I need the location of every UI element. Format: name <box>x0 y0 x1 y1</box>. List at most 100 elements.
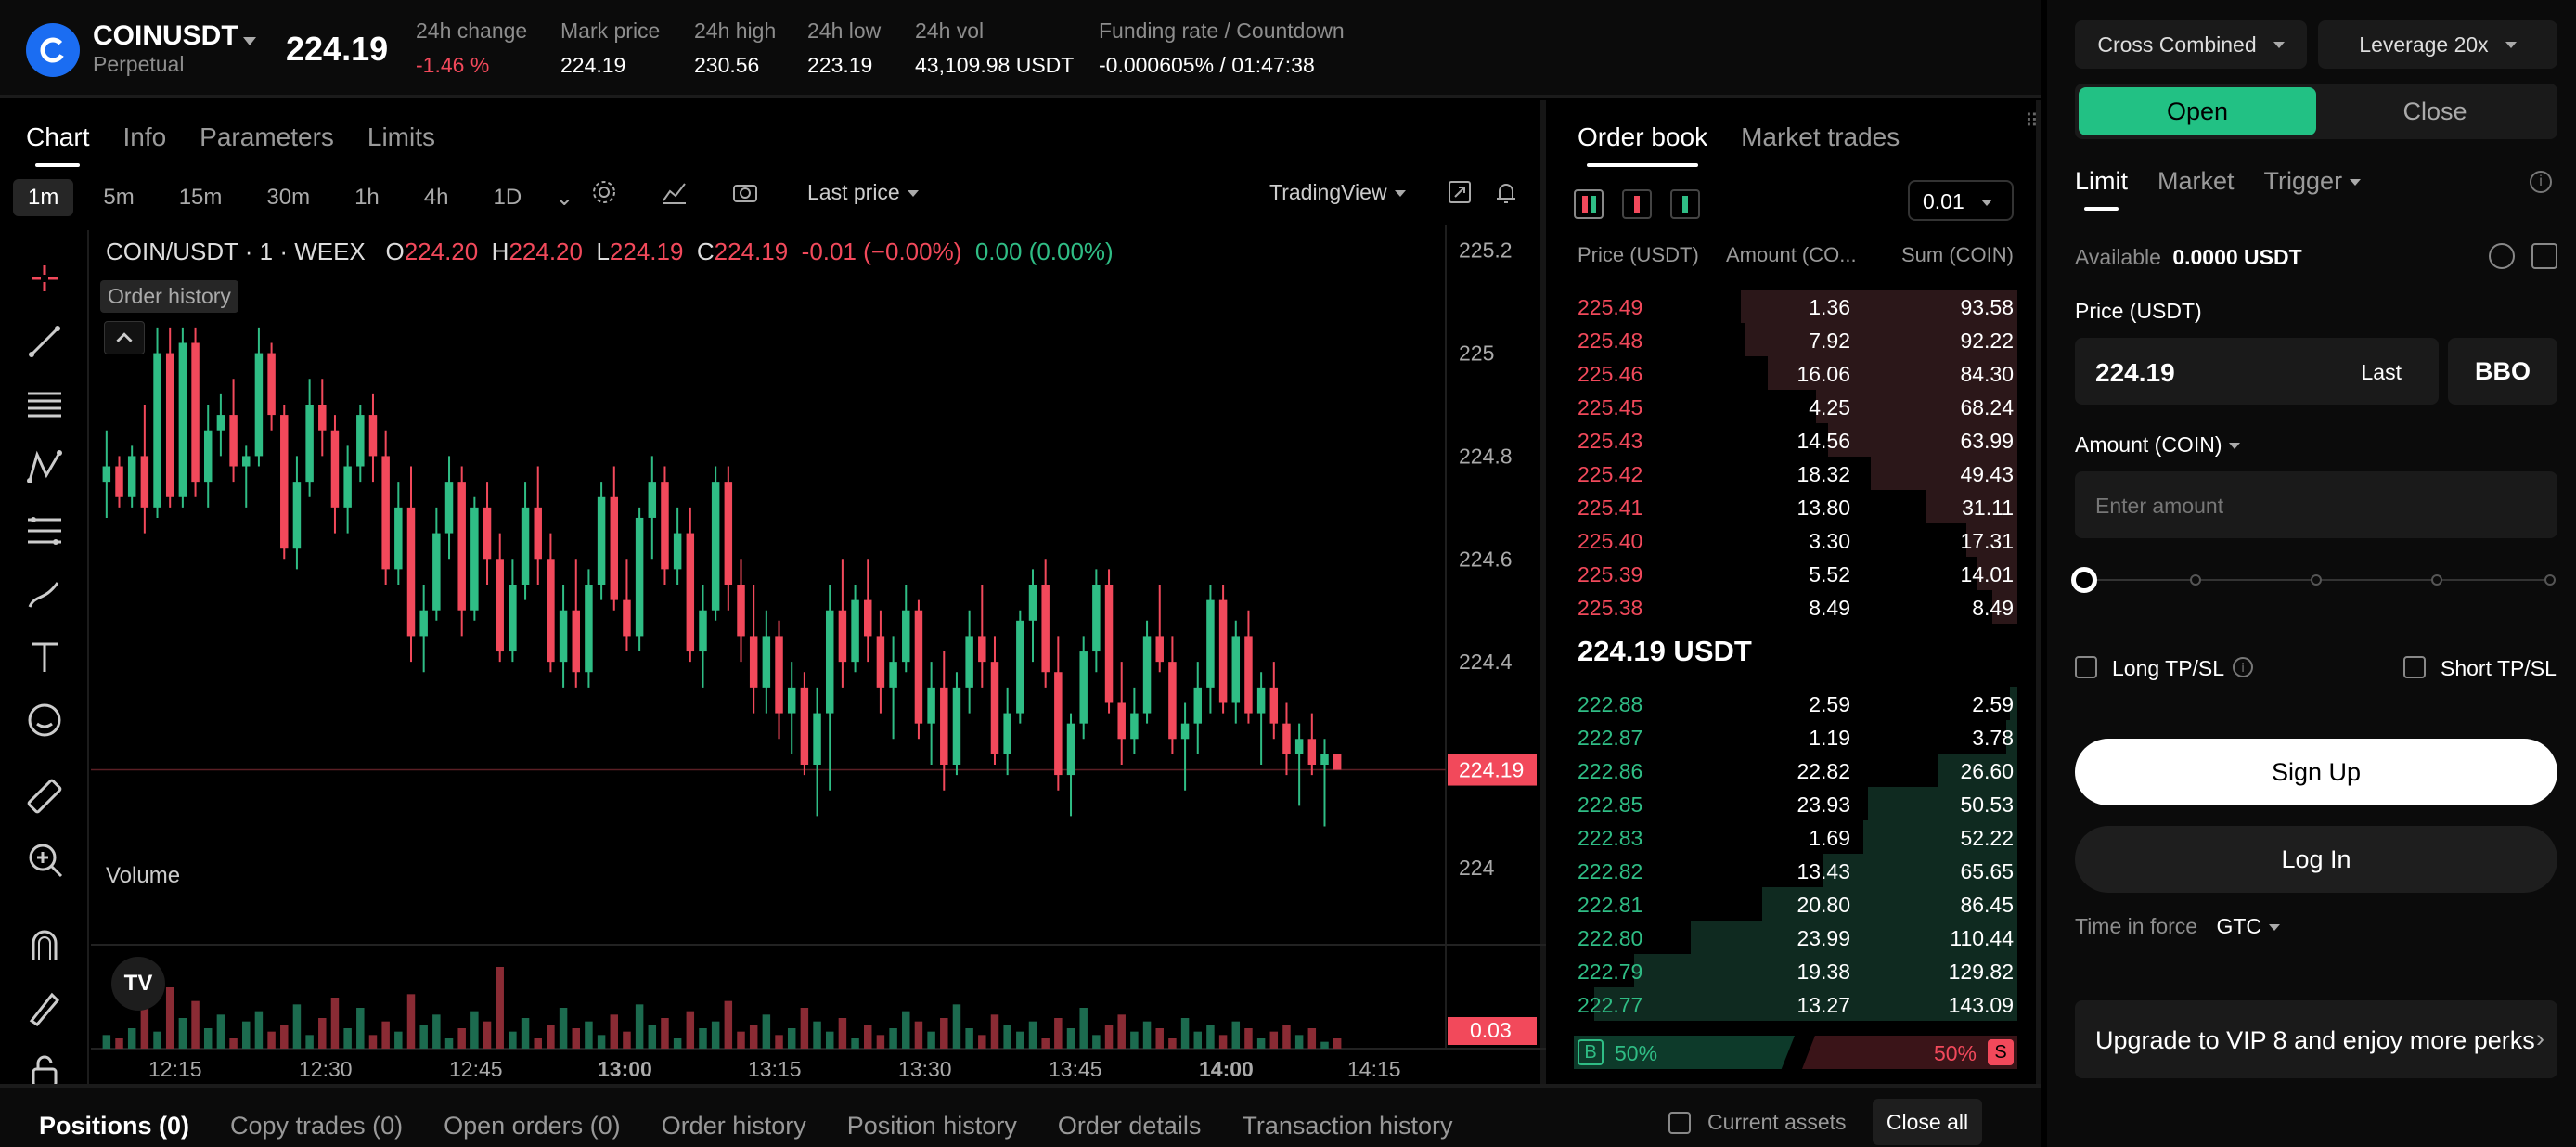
interval-1h[interactable]: 1h <box>354 185 380 210</box>
tab-order-details[interactable]: Order details <box>1057 1112 1202 1140</box>
precision-select[interactable]: 0.01 <box>1908 180 2014 221</box>
tab-market-trades[interactable]: Market trades <box>1741 122 1900 151</box>
price-input[interactable]: 224.19 Last <box>2075 338 2439 405</box>
interval-5m[interactable]: 5m <box>103 185 135 210</box>
amount-unit-select[interactable]: Amount (COIN) <box>2075 432 2241 458</box>
log-in-button[interactable]: Log In <box>2075 826 2557 893</box>
ask-row[interactable]: 225.45 4.25 68.24 <box>1574 390 2017 423</box>
bid-row[interactable]: 222.86 22.82 26.60 <box>1574 754 2017 787</box>
close-tab[interactable]: Close <box>2402 97 2467 125</box>
short-tpsl-checkbox[interactable] <box>2403 656 2426 678</box>
zoom-in-icon[interactable] <box>24 839 65 880</box>
slider-step-25[interactable] <box>2190 574 2201 586</box>
fib-icon[interactable] <box>24 510 65 551</box>
candlestick-chart[interactable]: 225.2 225 224.8 224.6 224.4 224 224.19 0.03 12:1… <box>91 225 1546 1081</box>
tab-position-history[interactable]: Position history <box>846 1112 1017 1140</box>
view-both-icon[interactable] <box>1574 189 1604 219</box>
interval-15m[interactable]: 15m <box>178 185 223 210</box>
tab-limits[interactable]: Limits <box>367 122 436 151</box>
close-all-button[interactable]: Close all <box>1873 1099 1982 1145</box>
tradingview-logo[interactable]: TV <box>111 957 165 1011</box>
horizontal-lines-icon[interactable] <box>24 384 65 425</box>
tab-positions[interactable]: Positions (0) <box>39 1112 190 1140</box>
brush-icon[interactable] <box>24 574 65 614</box>
ask-row[interactable]: 225.38 8.49 8.49 <box>1574 590 2017 624</box>
open-tab[interactable]: Open <box>2079 87 2316 135</box>
leverage-select[interactable]: Leverage 20x <box>2318 20 2557 69</box>
interval-30m[interactable]: 30m <box>266 185 311 210</box>
current-assets-checkbox[interactable] <box>1668 1112 1691 1134</box>
transfer-icon[interactable] <box>2489 243 2515 269</box>
bbo-button[interactable]: BBO <box>2448 338 2557 405</box>
interval-more-icon[interactable]: ⌄ <box>555 185 574 211</box>
screenshot-icon[interactable] <box>731 178 759 206</box>
tab-chart[interactable]: Chart <box>26 122 90 167</box>
bid-row[interactable]: 222.77 13.27 143.09 <box>1574 987 2017 1021</box>
bid-row[interactable]: 222.87 1.19 3.78 <box>1574 720 2017 754</box>
ruler-icon[interactable] <box>24 776 65 817</box>
symbol-name[interactable]: COINUSDT <box>93 20 238 51</box>
trendline-icon[interactable] <box>24 321 65 362</box>
ask-row[interactable]: 225.42 18.32 49.43 <box>1574 457 2017 490</box>
interval-1m[interactable]: 1m <box>13 179 74 216</box>
crosshair-icon[interactable] <box>24 258 65 299</box>
indicators-icon[interactable] <box>661 178 689 206</box>
tab-transaction-history[interactable]: Transaction history <box>1242 1112 1453 1140</box>
amount-input[interactable]: Enter amount <box>2075 471 2557 538</box>
chart-canvas[interactable]: 225.2 225 224.8 224.6 224.4 224 224.19 0.03 12:1… <box>91 225 1546 1081</box>
sign-up-button[interactable]: Sign Up <box>2075 739 2557 805</box>
slider-step-75[interactable] <box>2431 574 2442 586</box>
tab-open-orders[interactable]: Open orders (0) <box>444 1112 621 1140</box>
bid-row[interactable]: 222.81 20.80 86.45 <box>1574 887 2017 921</box>
bid-row[interactable]: 222.88 2.59 2.59 <box>1574 687 2017 720</box>
order-history-toggle[interactable]: Order history <box>100 280 238 313</box>
drag-handle-icon[interactable]: ⠿ <box>2025 111 2039 132</box>
price-source-select[interactable]: Last price <box>807 180 919 205</box>
ask-row[interactable]: 225.49 1.36 93.58 <box>1574 290 2017 323</box>
ask-row[interactable]: 225.39 5.52 14.01 <box>1574 557 2017 590</box>
ask-row[interactable]: 225.40 3.30 17.31 <box>1574 523 2017 557</box>
tab-info[interactable]: Info <box>122 122 167 151</box>
ask-row[interactable]: 225.41 13.80 31.11 <box>1574 490 2017 523</box>
tif-select[interactable]: GTC <box>2216 914 2281 938</box>
interval-4h[interactable]: 4h <box>423 185 449 210</box>
bid-row[interactable]: 222.79 19.38 129.82 <box>1574 954 2017 987</box>
chart-settings-icon[interactable] <box>590 178 618 206</box>
bid-row[interactable]: 222.80 23.99 110.44 <box>1574 921 2017 954</box>
tab-limit[interactable]: Limit <box>2075 167 2129 211</box>
ask-row[interactable]: 225.48 7.92 92.22 <box>1574 323 2017 356</box>
long-tpsl-checkbox[interactable] <box>2075 656 2097 678</box>
ask-row[interactable]: 225.43 14.56 63.99 <box>1574 423 2017 457</box>
alert-bell-icon[interactable] <box>1492 178 1520 206</box>
magnet-icon[interactable] <box>24 924 65 965</box>
slider-step-50[interactable] <box>2311 574 2322 586</box>
info-icon[interactable]: i <box>2530 171 2552 193</box>
pattern-icon[interactable] <box>24 447 65 488</box>
bid-row[interactable]: 222.83 1.69 52.22 <box>1574 820 2017 854</box>
fullscreen-icon[interactable] <box>1446 178 1474 206</box>
symbol-dropdown-icon[interactable] <box>243 37 256 45</box>
collapse-legend-button[interactable] <box>104 321 145 354</box>
view-mode-select[interactable]: TradingView <box>1269 180 1406 205</box>
drawing-mode-icon[interactable] <box>24 987 65 1028</box>
tab-trigger[interactable]: Trigger <box>2264 167 2362 196</box>
tab-order-history[interactable]: Order history <box>661 1112 806 1140</box>
amount-slider-handle[interactable] <box>2071 567 2097 593</box>
emoji-icon[interactable] <box>24 700 65 741</box>
tab-order-book[interactable]: Order book <box>1578 122 1708 167</box>
view-bids-icon[interactable] <box>1670 189 1700 219</box>
margin-mode-select[interactable]: Cross Combined <box>2075 20 2307 69</box>
last-price-button[interactable]: Last <box>2361 360 2402 384</box>
ask-row[interactable]: 225.46 16.06 84.30 <box>1574 356 2017 390</box>
bid-row[interactable]: 222.85 23.93 50.53 <box>1574 787 2017 820</box>
view-asks-icon[interactable] <box>1622 189 1652 219</box>
interval-1d[interactable]: 1D <box>493 185 522 210</box>
bid-row[interactable]: 222.82 13.43 65.65 <box>1574 854 2017 887</box>
slider-step-100[interactable] <box>2544 574 2556 586</box>
calculator-icon[interactable] <box>2531 243 2557 269</box>
tab-parameters[interactable]: Parameters <box>200 122 334 151</box>
tpsl-info-icon[interactable]: i <box>2233 657 2253 677</box>
vip-upgrade-banner[interactable]: Upgrade to VIP 8 and enjoy more perks › <box>2075 1000 2557 1078</box>
tab-copy-trades[interactable]: Copy trades (0) <box>230 1112 404 1140</box>
text-icon[interactable] <box>24 637 65 677</box>
